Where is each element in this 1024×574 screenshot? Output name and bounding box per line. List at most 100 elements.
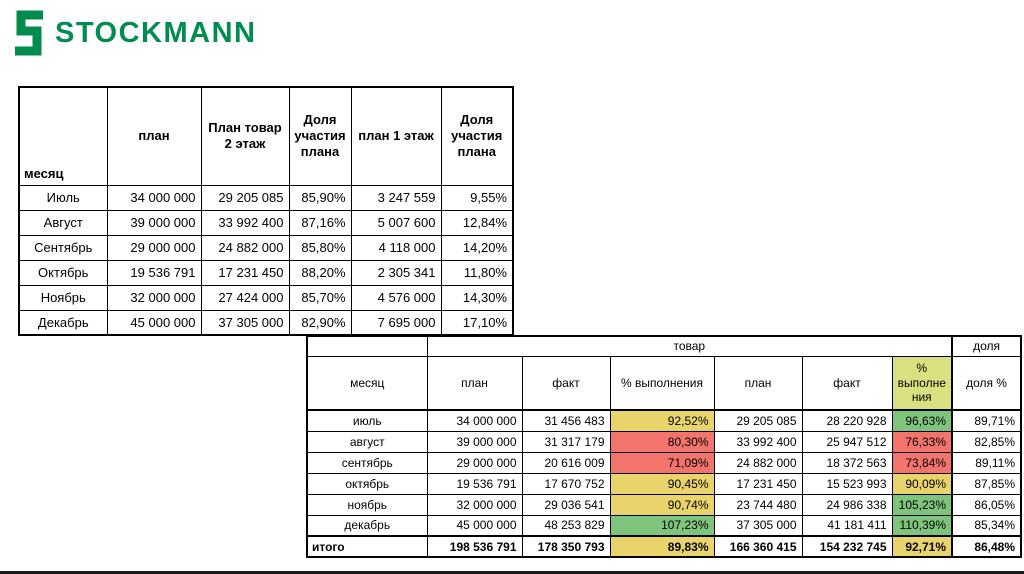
share-cell: 86,48% — [951, 535, 1022, 558]
plan-floor1-cell: 34 000 000 — [426, 409, 523, 432]
plan-table: месяц план План товар 2 этаж Доля участи… — [18, 86, 514, 336]
share-floor2-cell: 82,90% — [288, 309, 352, 336]
pct-floor2-cell: 73,84% — [891, 451, 953, 474]
fact-table-row: август 39 000 000 31 317 179 80,30% 33 992 4… — [306, 430, 1022, 453]
month-cell: октябрь — [306, 472, 428, 495]
plan-floor1-cell: 19 536 791 — [426, 472, 523, 495]
fact-floor1-cell: 31 317 179 — [521, 430, 611, 453]
share-cell: 82,85% — [951, 430, 1022, 453]
share-cell: 89,71% — [951, 409, 1022, 432]
plan-cell: 19 536 791 — [106, 259, 202, 286]
group-header-dolya: доля — [951, 335, 1022, 357]
month-cell: Июль — [18, 184, 108, 211]
fact-floor2-cell: 154 232 745 — [801, 535, 893, 558]
fact-floor1-cell: 17 670 752 — [521, 472, 611, 495]
fact-floor2-cell: 25 947 512 — [801, 430, 893, 453]
fact-floor2-cell: 41 181 411 — [801, 514, 893, 537]
month-cell: август — [306, 430, 428, 453]
col-header-pct-floor2: % выполнения — [891, 355, 953, 411]
fact-floor2-cell: 15 523 993 — [801, 472, 893, 495]
fact-table-row: октябрь 19 536 791 17 670 752 90,45% 17 231 … — [306, 472, 1022, 495]
pct-floor1-cell: 80,30% — [609, 430, 715, 453]
month-cell: Август — [18, 209, 108, 236]
plan-floor2-cell: 29 205 085 — [713, 409, 803, 432]
plan-table-row: Ноябрь 32 000 000 27 424 000 85,70% 4 576 00… — [18, 284, 514, 311]
fact-table-body: июль 34 000 000 31 456 483 92,52% 29 205 085… — [306, 409, 1022, 558]
month-cell: Сентябрь — [18, 234, 108, 261]
pct-floor2-cell: 76,33% — [891, 430, 953, 453]
col-header-fact-floor2: факт — [801, 355, 893, 411]
share-cell: 85,34% — [951, 514, 1022, 537]
total-label-cell: итого — [306, 535, 428, 558]
plan-floor1-cell: 7 695 000 — [350, 309, 442, 336]
pct-floor1-cell: 71,09% — [609, 451, 715, 474]
plan-floor1-cell: 2 305 341 — [350, 259, 442, 286]
plan-table-row: Сентябрь 29 000 000 24 882 000 85,80% 4 118 … — [18, 234, 514, 261]
share-floor1-cell: 12,84% — [440, 209, 514, 236]
plan-floor1-cell: 5 007 600 — [350, 209, 442, 236]
share-floor2-cell: 85,70% — [288, 284, 352, 311]
share-cell: 89,11% — [951, 451, 1022, 474]
pct-floor1-cell: 89,83% — [609, 535, 715, 558]
plan-floor2-cell: 166 360 415 — [713, 535, 803, 558]
plan-table-row: Июль 34 000 000 29 205 085 85,90% 3 247 559 9… — [18, 184, 514, 211]
col-header-plan: план — [106, 86, 202, 186]
pct-floor1-cell: 92,52% — [609, 409, 715, 432]
plan-cell: 39 000 000 — [106, 209, 202, 236]
share-floor1-cell: 11,80% — [440, 259, 514, 286]
fact-floor2-cell: 28 220 928 — [801, 409, 893, 432]
col-header-plan-floor1: план — [426, 355, 523, 411]
month-cell: Октябрь — [18, 259, 108, 286]
share-floor1-cell: 9,55% — [440, 184, 514, 211]
month-cell: Декабрь — [18, 309, 108, 336]
pct-floor2-cell: 110,39% — [891, 514, 953, 537]
fact-floor1-cell: 31 456 483 — [521, 409, 611, 432]
fact-table: товар доля месяц план факт % выполнения … — [306, 335, 1023, 558]
month-cell: Ноябрь — [18, 284, 108, 311]
plan-floor2-cell: 37 305 000 — [200, 309, 290, 336]
plan-floor1-cell: 29 000 000 — [426, 451, 523, 474]
pct-floor2-cell: 96,63% — [891, 409, 953, 432]
col-header-share-plan-floor2: Доля участия плана — [288, 86, 352, 186]
stockmann-logo-icon — [15, 10, 43, 56]
pct-floor1-cell: 90,45% — [609, 472, 715, 495]
pct-floor2-cell: 105,23% — [891, 493, 953, 516]
plan-floor2-cell: 29 205 085 — [200, 184, 290, 211]
plan-floor1-cell: 39 000 000 — [426, 430, 523, 453]
fact-floor2-cell: 24 986 338 — [801, 493, 893, 516]
share-floor1-cell: 17,10% — [440, 309, 514, 336]
fact-table-row: декабрь 45 000 000 48 253 829 107,23% 37 305… — [306, 514, 1022, 537]
plan-floor1-cell: 45 000 000 — [426, 514, 523, 537]
plan-floor1-cell: 198 536 791 — [426, 535, 523, 558]
plan-floor2-cell: 27 424 000 — [200, 284, 290, 311]
share-floor2-cell: 87,16% — [288, 209, 352, 236]
col-header-plan-floor1: план 1 этаж — [350, 86, 442, 186]
fact-table-header-row: месяц план факт % выполнения план факт %… — [306, 355, 1022, 411]
month-cell: июль — [306, 409, 428, 432]
col-header-share-plan-floor1: Доля участия плана — [440, 86, 514, 186]
stockmann-logo-text: STOCKMANN — [55, 16, 257, 49]
plan-floor2-cell: 24 882 000 — [713, 451, 803, 474]
plan-table-row: Октябрь 19 536 791 17 231 450 88,20% 2 305 3… — [18, 259, 514, 286]
plan-floor2-cell: 24 882 000 — [200, 234, 290, 261]
plan-floor1-cell: 4 118 000 — [350, 234, 442, 261]
share-floor2-cell: 85,90% — [288, 184, 352, 211]
plan-table-row: Август 39 000 000 33 992 400 87,16% 5 007 60… — [18, 209, 514, 236]
plan-floor1-cell: 4 576 000 — [350, 284, 442, 311]
fact-table-row: сентябрь 29 000 000 20 616 009 71,09% 24 882… — [306, 451, 1022, 474]
fact-floor1-cell: 48 253 829 — [521, 514, 611, 537]
fact-table-row: июль 34 000 000 31 456 483 92,52% 29 205 085… — [306, 409, 1022, 432]
share-floor1-cell: 14,20% — [440, 234, 514, 261]
share-cell: 87,85% — [951, 472, 1022, 495]
col-header-plan-floor2: План товар 2 этаж — [200, 86, 290, 186]
col-header-plan-floor2: план — [713, 355, 803, 411]
fact-floor1-cell: 29 036 541 — [521, 493, 611, 516]
plan-table-body: Июль 34 000 000 29 205 085 85,90% 3 247 559 9… — [18, 184, 514, 336]
plan-floor2-cell: 37 305 000 — [713, 514, 803, 537]
plan-table-row: Декабрь 45 000 000 37 305 000 82,90% 7 695 0… — [18, 309, 514, 336]
stockmann-logo: STOCKMANN — [12, 8, 256, 58]
month-cell: декабрь — [306, 514, 428, 537]
group-header-tovar: товар — [426, 335, 953, 357]
col-header-share: доля % — [951, 355, 1022, 411]
fact-table-header: товар доля месяц план факт % выполнения … — [306, 335, 1022, 411]
